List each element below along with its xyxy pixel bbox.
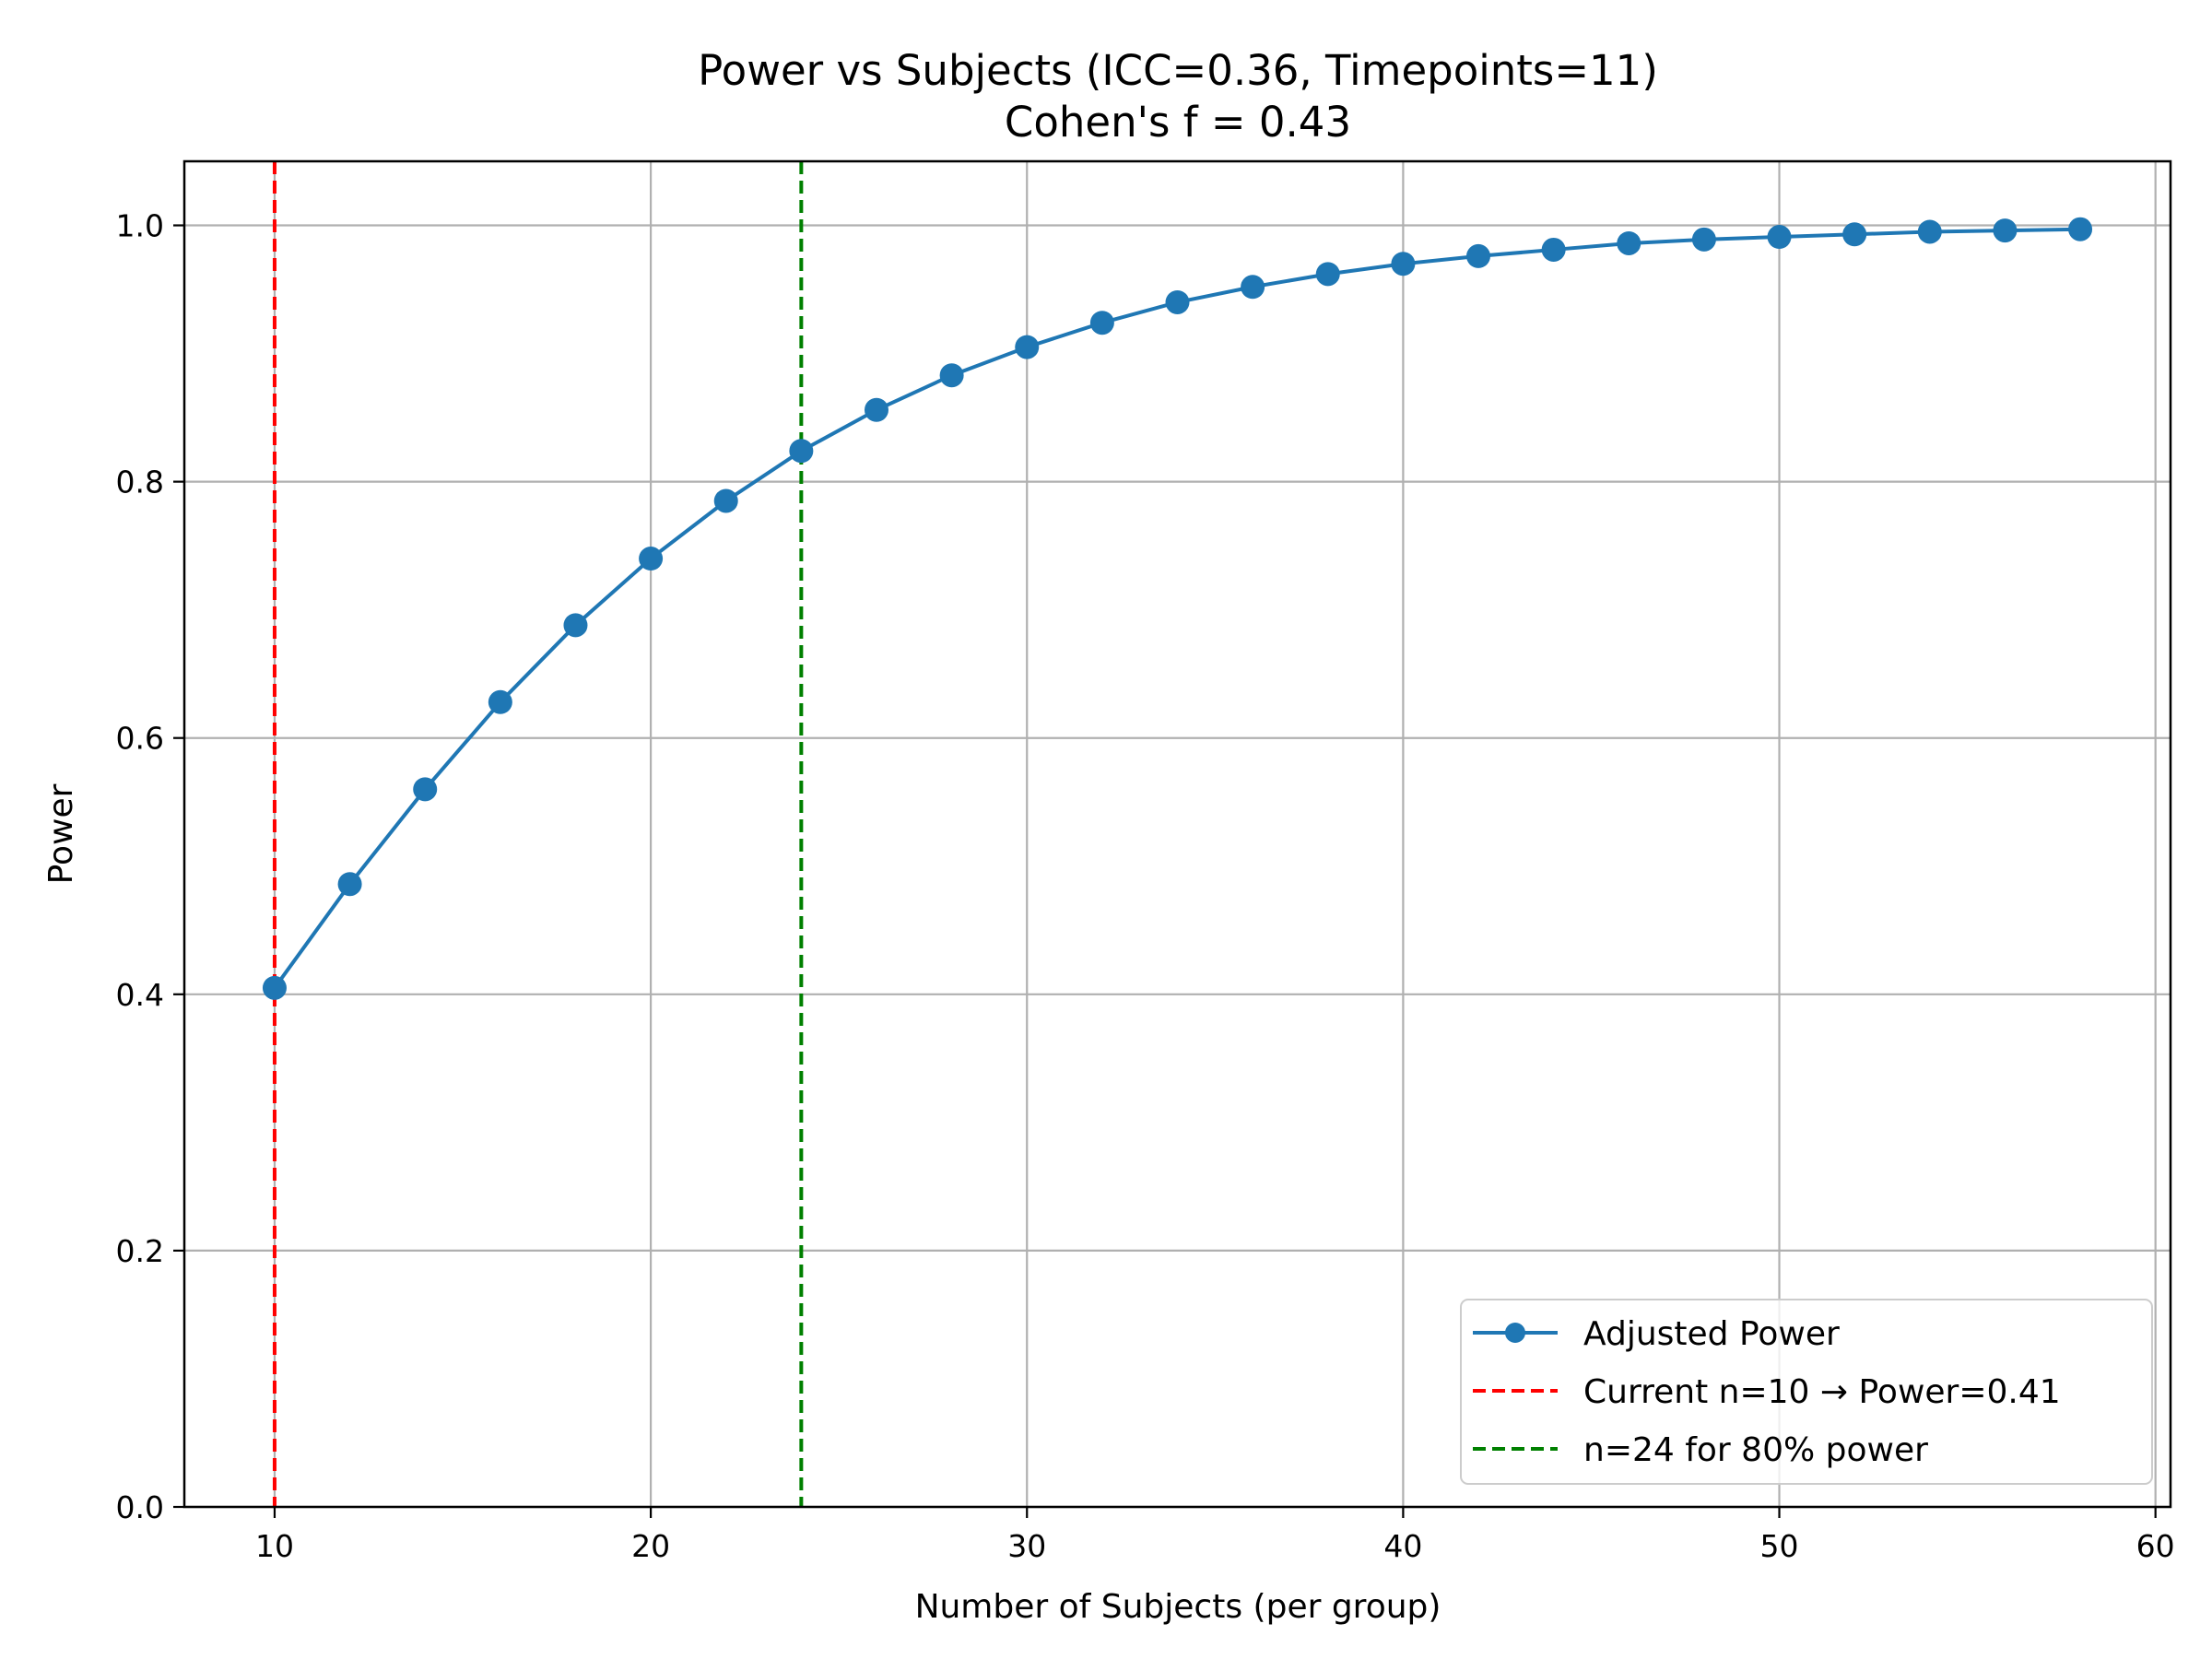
- data-point: [639, 547, 664, 571]
- data-point: [1842, 222, 1867, 247]
- y-tick-label: 0.4: [116, 977, 164, 1013]
- y-tick-label: 0.8: [116, 465, 164, 500]
- data-point: [563, 613, 588, 638]
- plot-frame: [182, 159, 2172, 1509]
- y-tick-label: 0.0: [116, 1489, 164, 1525]
- legend-marker-adjusted-power: [1505, 1323, 1525, 1343]
- data-point: [1089, 311, 1114, 335]
- legend: Adjusted Power Current n=10 → Power=0.41…: [1460, 1299, 2153, 1485]
- data-point: [1391, 252, 1416, 276]
- data-point: [939, 363, 964, 388]
- legend-label-n-24: n=24 for 80% power: [1583, 1431, 1928, 1469]
- x-tick-label: 50: [1760, 1528, 1799, 1564]
- y-tick-label: 0.2: [116, 1233, 164, 1269]
- data-point: [1993, 218, 2018, 243]
- legend-label-current-n: Current n=10 → Power=0.41: [1583, 1373, 2061, 1411]
- data-point: [1541, 237, 1566, 262]
- x-tick-label: 10: [255, 1528, 294, 1564]
- y-axis-label: Power: [42, 783, 80, 884]
- data-point: [1917, 219, 1942, 244]
- y-axis-ticks: 0.0 0.2 0.4 0.6 0.8 1.0: [116, 208, 184, 1525]
- y-tick-label: 0.6: [116, 721, 164, 757]
- data-point: [262, 975, 287, 1000]
- data-point: [713, 488, 738, 513]
- grid-lines: [184, 161, 2171, 1509]
- legend-box: [1460, 1299, 2153, 1485]
- data-point: [864, 397, 888, 422]
- x-axis-ticks: 10 20 30 40 50 60: [255, 1507, 2175, 1564]
- x-axis-label: Number of Subjects (per group): [915, 1588, 1441, 1626]
- reference-lines: [272, 161, 804, 1507]
- data-point: [1691, 227, 1716, 252]
- data-series: [262, 217, 2093, 1000]
- x-tick-label: 60: [2136, 1528, 2175, 1564]
- x-tick-label: 20: [631, 1528, 670, 1564]
- chart-subtitle: Cohen's f = 0.43: [1005, 98, 1351, 147]
- legend-label-adjusted-power: Adjusted Power: [1583, 1315, 1840, 1353]
- y-tick-label: 1.0: [116, 208, 164, 244]
- data-point: [488, 689, 512, 714]
- x-tick-label: 40: [1383, 1528, 1422, 1564]
- data-point: [1767, 225, 1792, 250]
- data-point: [2068, 217, 2093, 241]
- chart-title: Power vs Subjects (ICC=0.36, Timepoints=…: [698, 46, 1658, 95]
- data-point: [1015, 335, 1040, 359]
- data-point: [789, 439, 814, 464]
- data-point: [337, 872, 362, 897]
- data-point: [413, 777, 438, 802]
- x-tick-label: 30: [1007, 1528, 1046, 1564]
- data-point: [1466, 243, 1491, 268]
- data-point: [1241, 275, 1265, 300]
- data-point: [1617, 230, 1641, 255]
- data-point: [1165, 289, 1190, 314]
- data-point: [1315, 262, 1340, 287]
